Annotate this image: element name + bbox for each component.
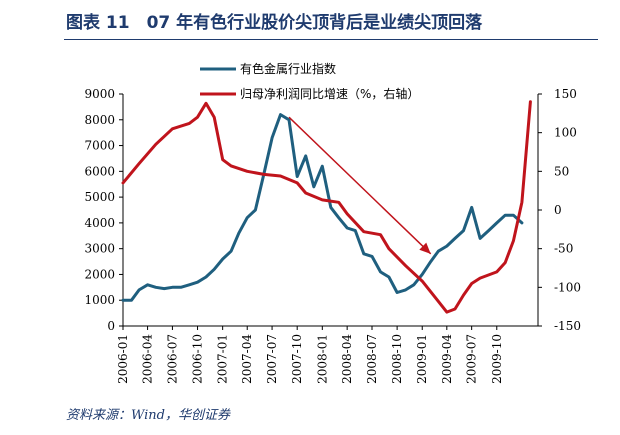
y-left-tick-label: 5000 <box>84 190 115 204</box>
axes: 0100020003000400050006000700080009000-15… <box>84 87 581 384</box>
x-tick-label: 2006-01 <box>116 334 130 384</box>
y-left-tick-label: 0 <box>107 319 115 333</box>
x-tick-label: 2009-10 <box>490 334 504 384</box>
trend-arrow-head <box>419 242 431 254</box>
x-tick-label: 2008-04 <box>340 334 354 384</box>
legend-label-series2: 归母净利润同比增速（%，右轴） <box>240 86 419 101</box>
x-tick-label: 2006-10 <box>191 334 205 384</box>
y-left-tick-label: 2000 <box>84 267 115 281</box>
series-line-profit-growth <box>121 100 532 314</box>
x-tick-label: 2009-04 <box>440 334 454 384</box>
x-tick-label: 2006-04 <box>141 334 155 384</box>
y-left-tick-label: 6000 <box>84 164 115 178</box>
chart-canvas: 0100020003000400050006000700080009000-15… <box>84 61 581 384</box>
y-right-tick-label: 0 <box>554 203 562 217</box>
legend: 有色金属行业指数 归母净利润同比增速（%，右轴） <box>200 61 419 101</box>
y-right-tick-label: 150 <box>554 87 577 101</box>
x-tick-label: 2006-07 <box>165 334 179 384</box>
x-tick-label: 2007-04 <box>240 334 254 384</box>
x-tick-label: 2008-01 <box>315 334 329 384</box>
chart-title: 图表 11 07 年有色行业股价尖顶背后是业绩尖顶回落 <box>66 13 483 33</box>
y-left-tick-label: 4000 <box>84 216 115 230</box>
x-tick-label: 2009-07 <box>465 334 479 384</box>
y-left-tick-label: 3000 <box>84 242 115 256</box>
source-note: 资料来源：Wind，华创证券 <box>66 408 230 423</box>
y-right-tick-label: 100 <box>554 126 577 140</box>
y-right-tick-label: 50 <box>554 164 569 178</box>
y-left-tick-label: 7000 <box>84 139 115 153</box>
series-line-index <box>121 113 524 302</box>
trend-arrow-line <box>288 116 432 255</box>
y-right-tick-label: -100 <box>554 280 581 294</box>
legend-label-series1: 有色金属行业指数 <box>240 61 336 76</box>
y-left-tick-label: 9000 <box>84 87 115 101</box>
x-tick-label: 2008-07 <box>365 334 379 384</box>
x-tick-label: 2007-01 <box>216 334 230 384</box>
x-tick-label: 2008-10 <box>390 334 404 384</box>
y-left-tick-label: 8000 <box>84 113 115 127</box>
title-rule <box>64 39 598 40</box>
y-right-tick-label: -50 <box>554 242 573 256</box>
x-tick-label: 2007-07 <box>265 334 279 384</box>
right-edge-mask <box>614 0 620 435</box>
x-tick-label: 2009-01 <box>415 334 429 384</box>
y-right-tick-label: -150 <box>554 319 581 333</box>
x-tick-label: 2007-10 <box>290 334 304 384</box>
y-left-tick-label: 1000 <box>84 293 115 307</box>
plot-area <box>121 100 532 314</box>
